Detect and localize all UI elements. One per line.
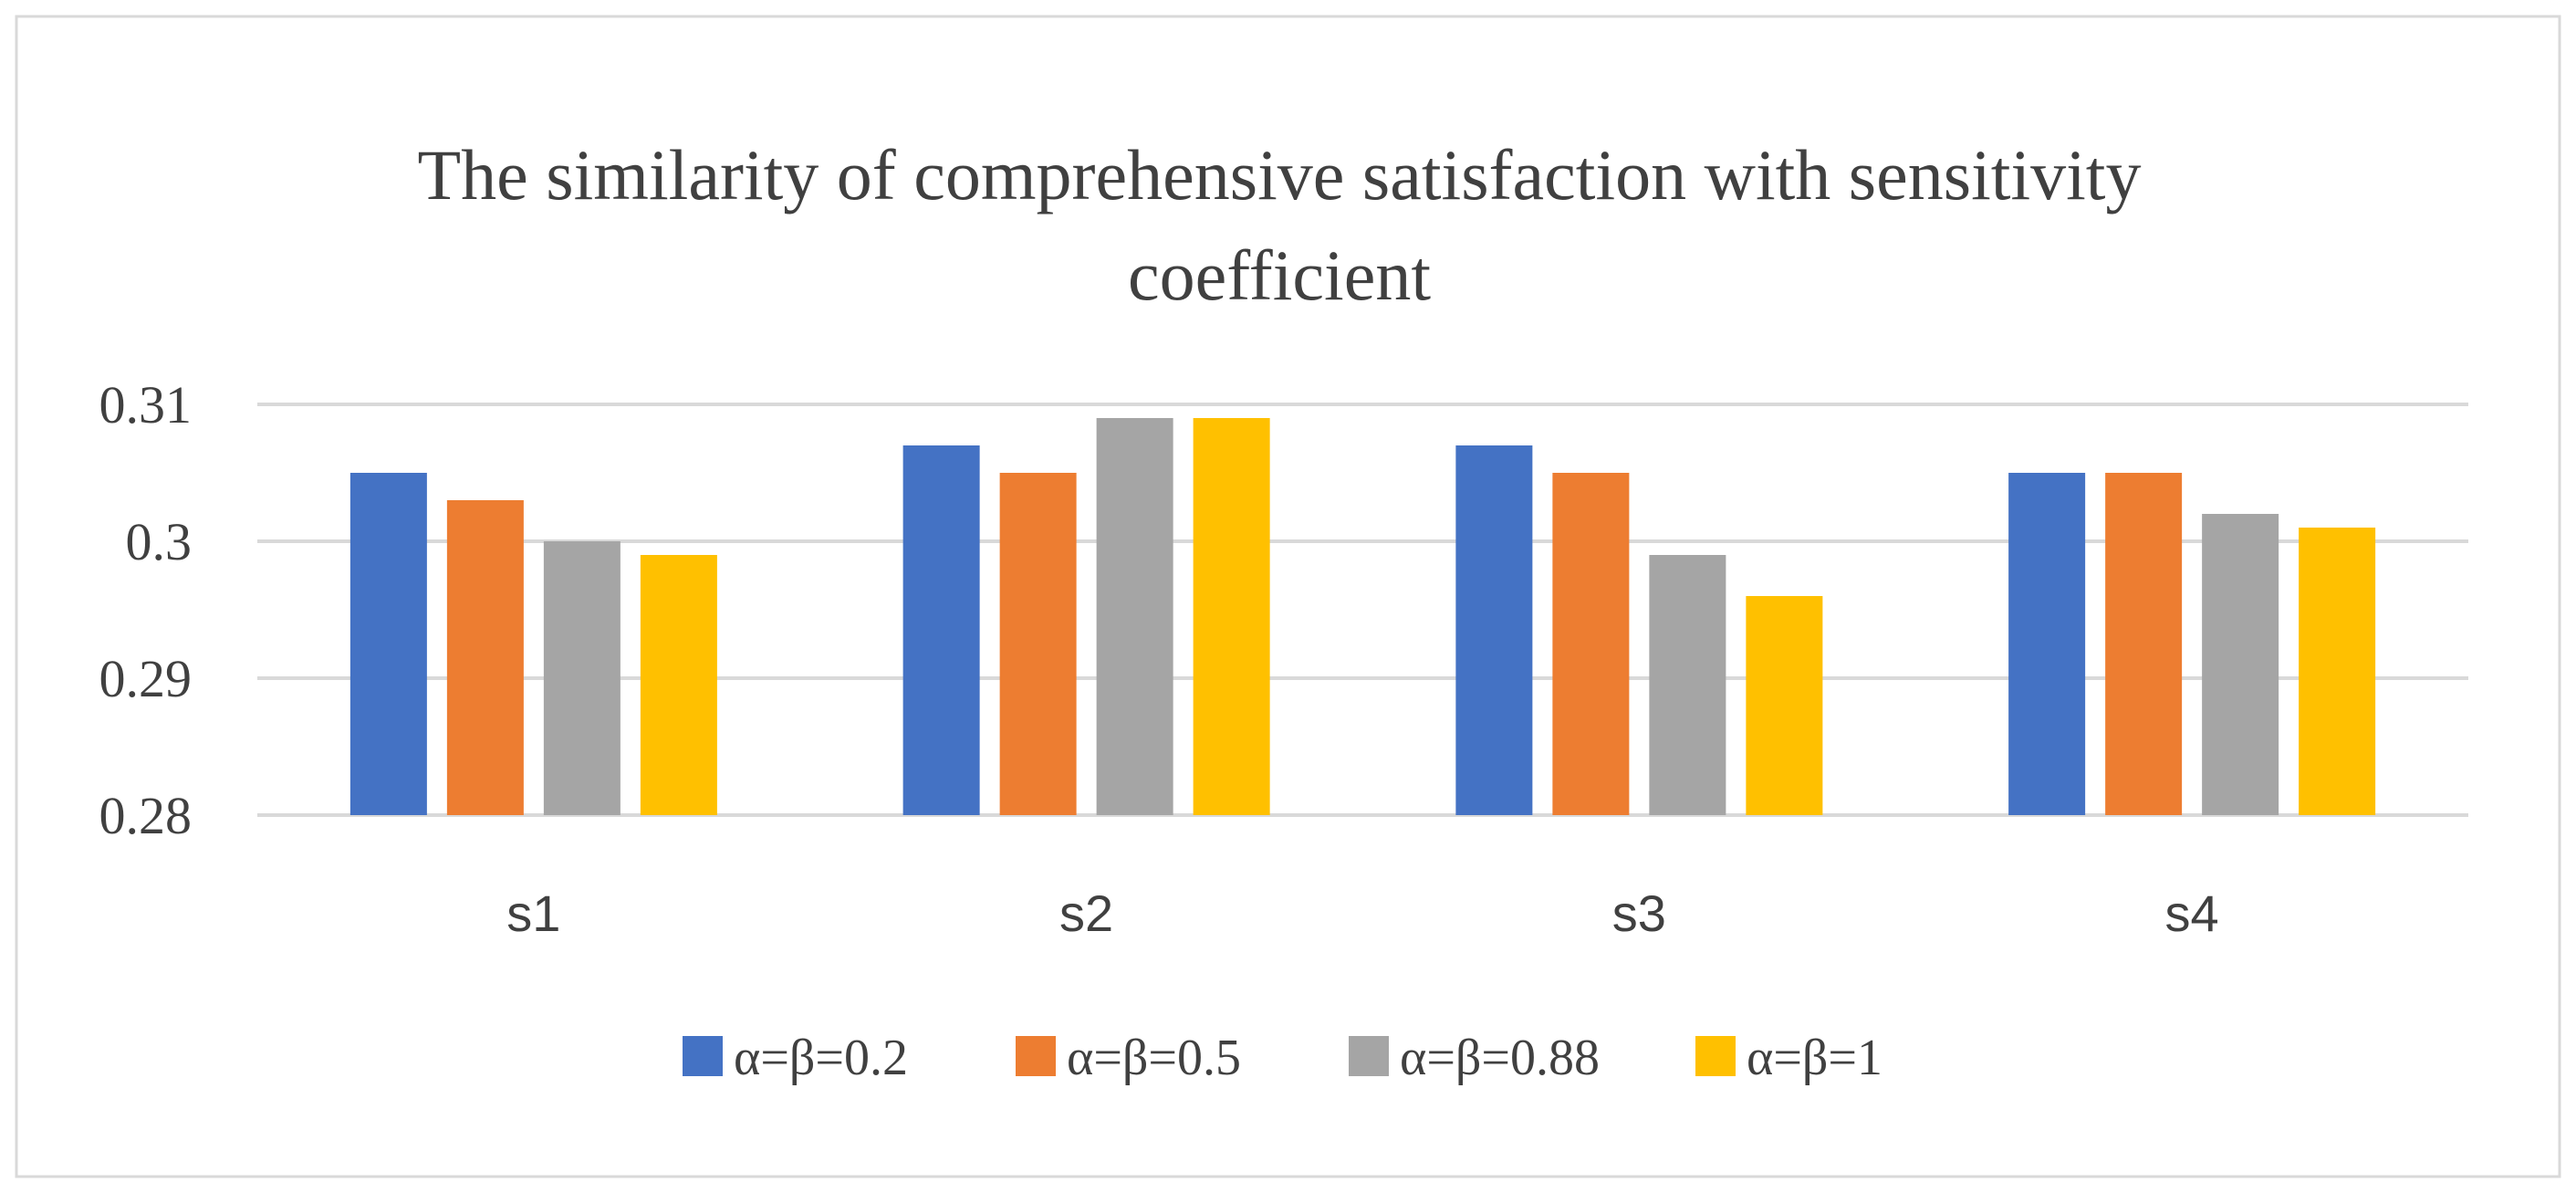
legend-label-2: α=β=0.5	[1067, 1030, 1241, 1086]
y-tick-label: 0.3	[126, 512, 193, 571]
legend-label-1: α=β=0.2	[734, 1030, 908, 1086]
bar-s4-series-2	[2105, 473, 2183, 815]
bar-s2-series-2	[999, 473, 1077, 815]
bars	[349, 418, 2376, 815]
legend-swatch-2	[1016, 1036, 1056, 1076]
legend-label-3: α=β=0.88	[1400, 1030, 1600, 1086]
chart-title-line-2: coefficient	[1128, 235, 1431, 315]
bar-s3-series-1	[1455, 445, 1533, 815]
gridlines	[257, 403, 2468, 817]
bar-s2-series-1	[902, 445, 980, 815]
legend: α=β=0.2 α=β=0.5 α=β=0.88 α=β=1	[683, 1030, 1882, 1086]
x-tick-label-s2: s2	[1059, 884, 1113, 942]
y-tick-label: 0.29	[99, 649, 193, 708]
legend-label-4: α=β=1	[1747, 1030, 1882, 1086]
y-axis-ticks: 0.28 0.29 0.3 0.31	[99, 375, 193, 845]
legend-swatch-3	[1349, 1036, 1389, 1076]
bar-s1-series-2	[446, 500, 524, 815]
y-tick-label: 0.31	[99, 375, 193, 434]
x-tick-label-s3: s3	[1612, 884, 1666, 942]
bar-s3-series-4	[1746, 596, 1823, 815]
bar-s1-series-1	[349, 473, 427, 815]
chart-title-line-1: The similarity of comprehensive satisfac…	[418, 135, 2142, 215]
bar-s1-series-4	[640, 555, 717, 815]
bar-s4-series-3	[2202, 514, 2279, 815]
bar-s4-series-4	[2299, 528, 2376, 815]
bar-s1-series-3	[543, 541, 621, 815]
bar-s4-series-1	[2008, 473, 2086, 815]
y-tick-label: 0.28	[99, 786, 193, 845]
legend-swatch-1	[683, 1036, 723, 1076]
bar-s2-series-3	[1096, 418, 1173, 815]
bar-s3-series-2	[1552, 473, 1630, 815]
bar-s2-series-4	[1193, 418, 1270, 815]
x-axis-ticks: s1 s2 s3 s4	[506, 884, 2218, 942]
x-tick-label-s1: s1	[506, 884, 560, 942]
bar-s3-series-3	[1649, 555, 1726, 815]
legend-swatch-4	[1695, 1036, 1736, 1076]
x-tick-label-s4: s4	[2165, 884, 2219, 942]
